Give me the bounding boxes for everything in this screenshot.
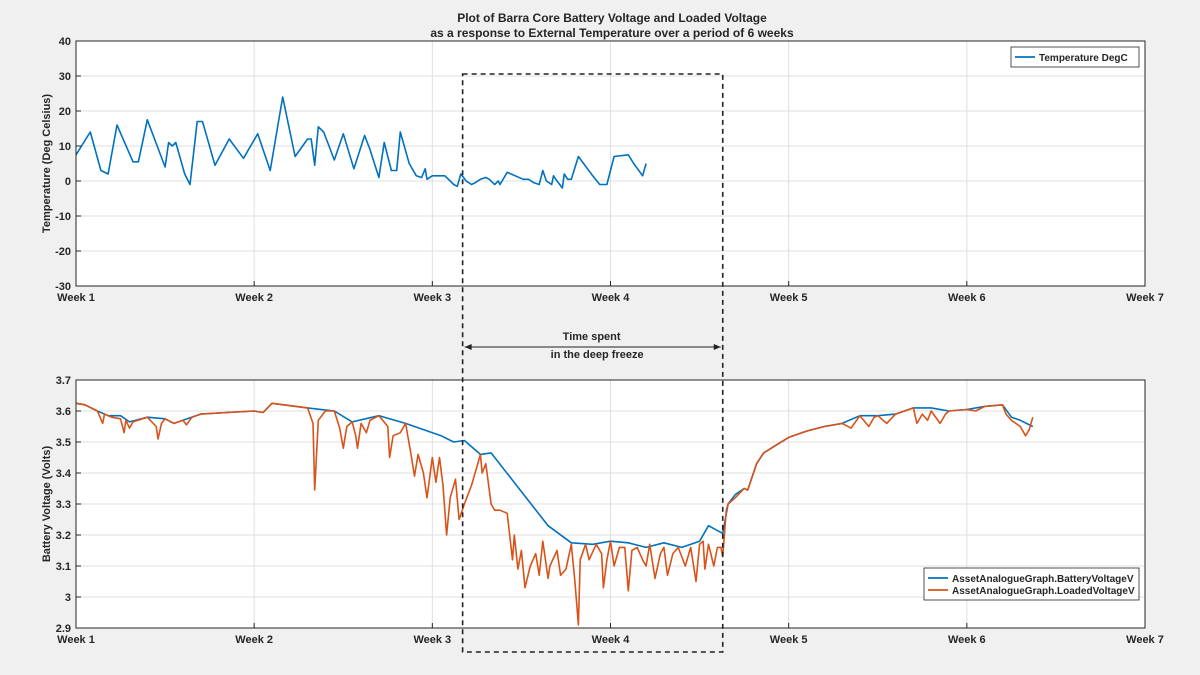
annotation-text-line-2: in the deep freeze bbox=[551, 349, 644, 361]
temperature-plot: Week 1 Week 2 Week 3 Week 4 Week 5 Week 6 Week… bbox=[41, 36, 1164, 304]
annotation-text-line-1: Time spent bbox=[563, 331, 621, 343]
x-tick-label: Week 7 bbox=[1126, 634, 1164, 646]
x-tick-label: Week 1 bbox=[57, 292, 95, 304]
y-tick-label: 10 bbox=[59, 141, 71, 153]
x-tick-label: Week 4 bbox=[592, 292, 631, 304]
y-tick-label: 40 bbox=[59, 36, 71, 48]
series-line-2 bbox=[75, 402, 1034, 626]
x-tick-label: Week 2 bbox=[235, 634, 273, 646]
x-tick-label: Week 5 bbox=[770, 634, 808, 646]
y-tick-label: 3.1 bbox=[56, 561, 71, 573]
y-axis-label: Temperature (Deg Celsius) bbox=[41, 94, 53, 234]
legend-box bbox=[1010, 46, 1140, 68]
x-tick-label: Week 6 bbox=[948, 634, 986, 646]
legend-box bbox=[923, 567, 1140, 601]
y-tick-label: 3 bbox=[65, 592, 71, 604]
y-tick-label: 20 bbox=[59, 106, 71, 118]
deep-freeze-annotation: Time spent in the deep freeze bbox=[461, 73, 724, 653]
x-tick-label: Week 1 bbox=[57, 634, 95, 646]
figure-title-line-1: Plot of Barra Core Battery Voltage and L… bbox=[457, 11, 767, 25]
arrow-head-right bbox=[713, 344, 721, 350]
y-tick-label: 3.5 bbox=[56, 437, 71, 449]
x-tick-label: Week 3 bbox=[413, 634, 451, 646]
y-tick-label: 2.9 bbox=[56, 623, 71, 635]
y-tick-label: -20 bbox=[55, 246, 71, 258]
y-tick-label: 0 bbox=[65, 176, 71, 188]
legend: AssetAnalogueGraph.BatteryVoltageVAssetA… bbox=[923, 567, 1140, 601]
legend-label-2: AssetAnalogueGraph.LoadedVoltageV bbox=[952, 586, 1135, 597]
x-tick-label: Week 4 bbox=[592, 634, 631, 646]
legend-label-1: Temperature DegC bbox=[1039, 53, 1128, 64]
legend-label-1: AssetAnalogueGraph.BatteryVoltageV bbox=[952, 574, 1134, 585]
deep-freeze-box bbox=[461, 73, 724, 653]
y-tick-label: 30 bbox=[59, 71, 71, 83]
y-tick-label: 3.6 bbox=[56, 406, 71, 418]
x-tick-label: Week 5 bbox=[770, 292, 808, 304]
voltage-plot: Week 1 Week 2 Week 3 Week 4 Week 5 Week 6 Week… bbox=[41, 375, 1164, 646]
y-tick-label: 3.4 bbox=[56, 468, 72, 480]
y-tick-label: 3.3 bbox=[56, 499, 71, 511]
y-tick-label: 3.7 bbox=[56, 375, 71, 387]
series-line-1 bbox=[75, 96, 647, 189]
y-axis-label: Battery Voltage (Volts) bbox=[41, 446, 53, 563]
y-tick-label: -30 bbox=[55, 281, 71, 293]
y-tick-label: -10 bbox=[55, 211, 71, 223]
arrow-head-left bbox=[464, 344, 472, 350]
legend: Temperature DegC bbox=[1010, 46, 1140, 68]
y-tick-label: 3.2 bbox=[56, 530, 71, 542]
figure-title-line-2: as a response to External Temperature ov… bbox=[430, 26, 794, 40]
x-tick-label: Week 3 bbox=[413, 292, 451, 304]
x-tick-label: Week 7 bbox=[1126, 292, 1164, 304]
x-tick-label: Week 6 bbox=[948, 292, 986, 304]
x-tick-label: Week 2 bbox=[235, 292, 273, 304]
